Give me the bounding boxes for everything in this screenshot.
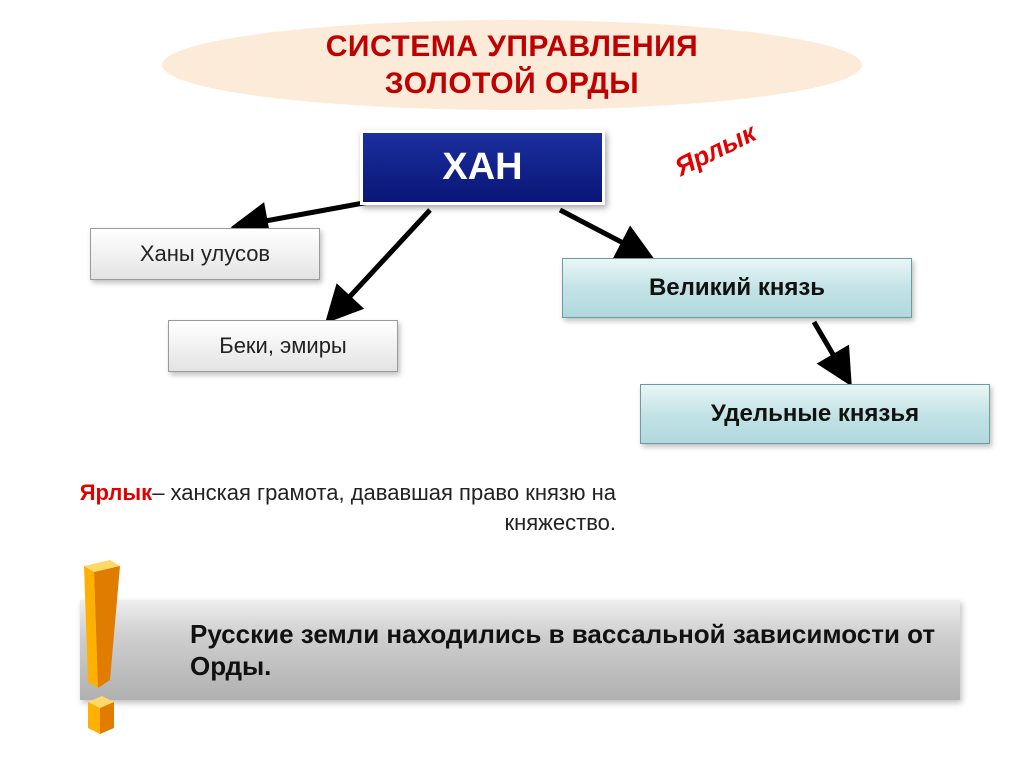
node-appanage-princes: Удельные князья bbox=[640, 384, 990, 444]
definition-term: Ярлык bbox=[80, 480, 152, 505]
node-grand-prince-label: Великий князь bbox=[649, 274, 825, 302]
title-line1: СИСТЕМА УПРАВЛЕНИЯ bbox=[326, 30, 699, 63]
node-beki: Беки, эмиры bbox=[168, 320, 398, 372]
yarlyk-annotation: Ярлык bbox=[670, 117, 761, 183]
footer-bar: Русские земли находились в вассальной за… bbox=[80, 600, 960, 700]
node-khan: ХАН bbox=[360, 130, 605, 205]
node-beki-label: Беки, эмиры bbox=[219, 333, 347, 359]
page-title: СИСТЕМА УПРАВЛЕНИЯ ЗОЛОТОЙ ОРДЫ bbox=[326, 28, 699, 103]
definition-block: Ярлык– ханская грамота, дававшая право к… bbox=[56, 478, 616, 537]
node-grand-prince: Великий князь bbox=[562, 258, 912, 318]
title-line2: ЗОЛОТОЙ ОРДЫ bbox=[385, 67, 639, 100]
definition-text: – ханская грамота, дававшая право князю … bbox=[152, 480, 616, 535]
node-khan-label: ХАН bbox=[442, 146, 522, 189]
footer-text: Русские земли находились в вассальной за… bbox=[190, 618, 960, 683]
exclamation-icon bbox=[70, 560, 130, 740]
node-ulus: Ханы улусов bbox=[90, 228, 320, 280]
title-pill: СИСТЕМА УПРАВЛЕНИЯ ЗОЛОТОЙ ОРДЫ bbox=[162, 20, 862, 110]
node-appanage-label: Удельные князья bbox=[711, 400, 919, 428]
node-ulus-label: Ханы улусов bbox=[140, 241, 270, 267]
